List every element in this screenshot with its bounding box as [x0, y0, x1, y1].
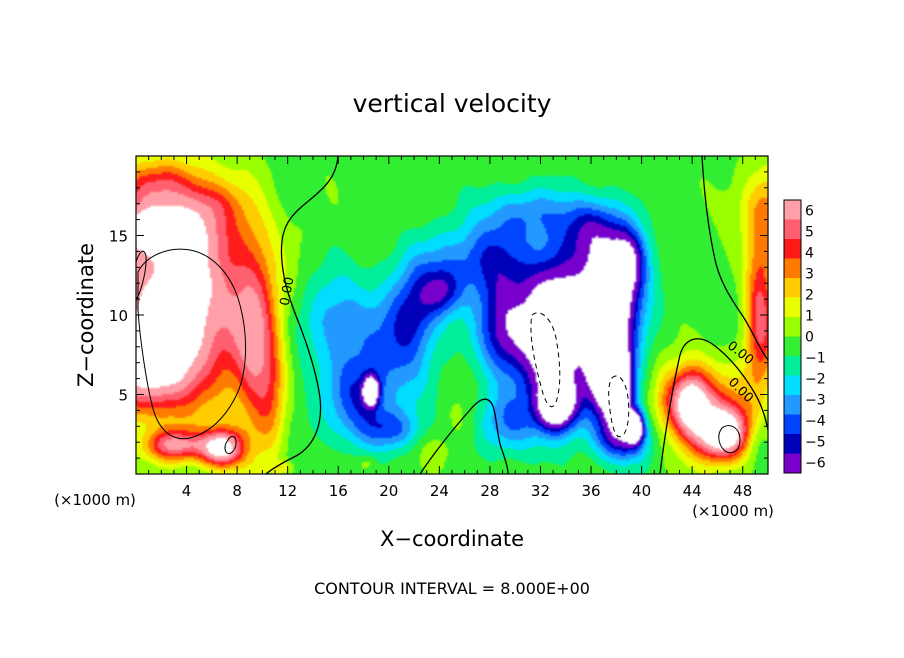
colorbar-band-3	[784, 258, 801, 279]
x-tick-label-1: 8	[232, 482, 242, 500]
colorbar-band-12	[784, 434, 801, 454]
colorbar-band-5	[784, 297, 801, 318]
chart-title: vertical velocity	[353, 89, 552, 118]
colorbar-tick-0: 6	[805, 204, 814, 220]
colorbar-tick-1: 5	[805, 225, 814, 241]
colorbar-tick-12: −6	[805, 456, 826, 472]
x-tick-label-7: 32	[531, 482, 550, 500]
x-tick-label-9: 40	[632, 482, 651, 500]
colorbar	[783, 199, 802, 474]
colorbar-labels: 6 5 4 3 2 1 0 −1 −2 −3 −4 −5 −6	[805, 204, 826, 472]
colorbar-band-7	[784, 336, 801, 357]
contour-interval-note: CONTOUR INTERVAL = 8.000E+00	[314, 579, 590, 598]
colorbar-tick-2: 4	[805, 246, 814, 262]
x-tick-label-5: 24	[430, 482, 449, 500]
colorbar-tick-10: −4	[805, 414, 826, 430]
colorbar-tick-9: −3	[805, 393, 826, 409]
left-upper-contour	[136, 250, 147, 301]
colorbar-band-9	[784, 375, 801, 396]
colorbar-band-10	[784, 395, 801, 415]
outer-positive-contour	[137, 248, 247, 440]
y-tick-label-0: 5	[118, 387, 128, 405]
contour-label-left: 0.00	[278, 276, 298, 307]
negative-contour-1	[530, 312, 561, 408]
x-tick-label-2: 12	[278, 482, 297, 500]
zero-contour-mid	[419, 398, 509, 474]
zero-contour-right	[701, 156, 768, 361]
colorbar-frame	[783, 199, 802, 474]
colorbar-band-8	[784, 356, 801, 376]
colorbar-tick-8: −2	[805, 372, 826, 388]
colorbar-tick-11: −5	[805, 435, 826, 451]
colorbar-band-11	[784, 414, 801, 435]
x-tick-label-11: 48	[733, 482, 752, 500]
x-tick-label-0: 4	[182, 482, 192, 500]
colorbar-tick-6: 0	[805, 330, 814, 346]
colorbar-band-2	[784, 239, 801, 259]
colorbar-tick-7: −1	[805, 351, 826, 367]
y-axis-ticks	[136, 171, 768, 459]
colorbar-tick-3: 3	[805, 267, 814, 283]
x-tick-label-8: 36	[581, 482, 600, 500]
zero-contour-left	[265, 156, 339, 474]
colorbar-band-1	[784, 219, 801, 240]
zero-contour-lower-right	[659, 338, 768, 474]
x-tick-label-6: 28	[480, 482, 499, 500]
y-axis-title: Z−coordinate	[74, 243, 98, 387]
x-axis-title: X−coordinate	[380, 527, 524, 551]
y-axis-tick-labels: 5 10 15	[109, 228, 128, 405]
y-tick-label-1: 10	[109, 307, 128, 325]
y-tick-label-2: 15	[109, 228, 128, 246]
x-tick-label-4: 20	[379, 482, 398, 500]
x-unit-right: (×1000 m)	[692, 502, 774, 520]
colorbar-band-6	[784, 317, 801, 337]
colorbar-tick-4: 2	[805, 288, 814, 304]
colorbar-band-0	[784, 200, 801, 220]
small-positive-contour	[224, 436, 237, 455]
x-unit-left: (×1000 m)	[54, 491, 136, 509]
velocity-field	[136, 156, 768, 474]
colorbar-tick-5: 1	[805, 309, 814, 325]
x-axis-tick-labels: 4 8 12 16 20 24 28 32 36 40 44 48	[182, 482, 752, 500]
plot-area: 0.00 0.00 0.00	[136, 156, 768, 474]
right-positive-contour	[718, 425, 741, 454]
x-tick-label-10: 44	[683, 482, 702, 500]
colorbar-band-4	[784, 278, 801, 298]
x-tick-label-3: 16	[329, 482, 348, 500]
x-axis-ticks	[148, 156, 756, 474]
contour-lines	[136, 156, 768, 474]
colorbar-band-13	[784, 453, 801, 474]
